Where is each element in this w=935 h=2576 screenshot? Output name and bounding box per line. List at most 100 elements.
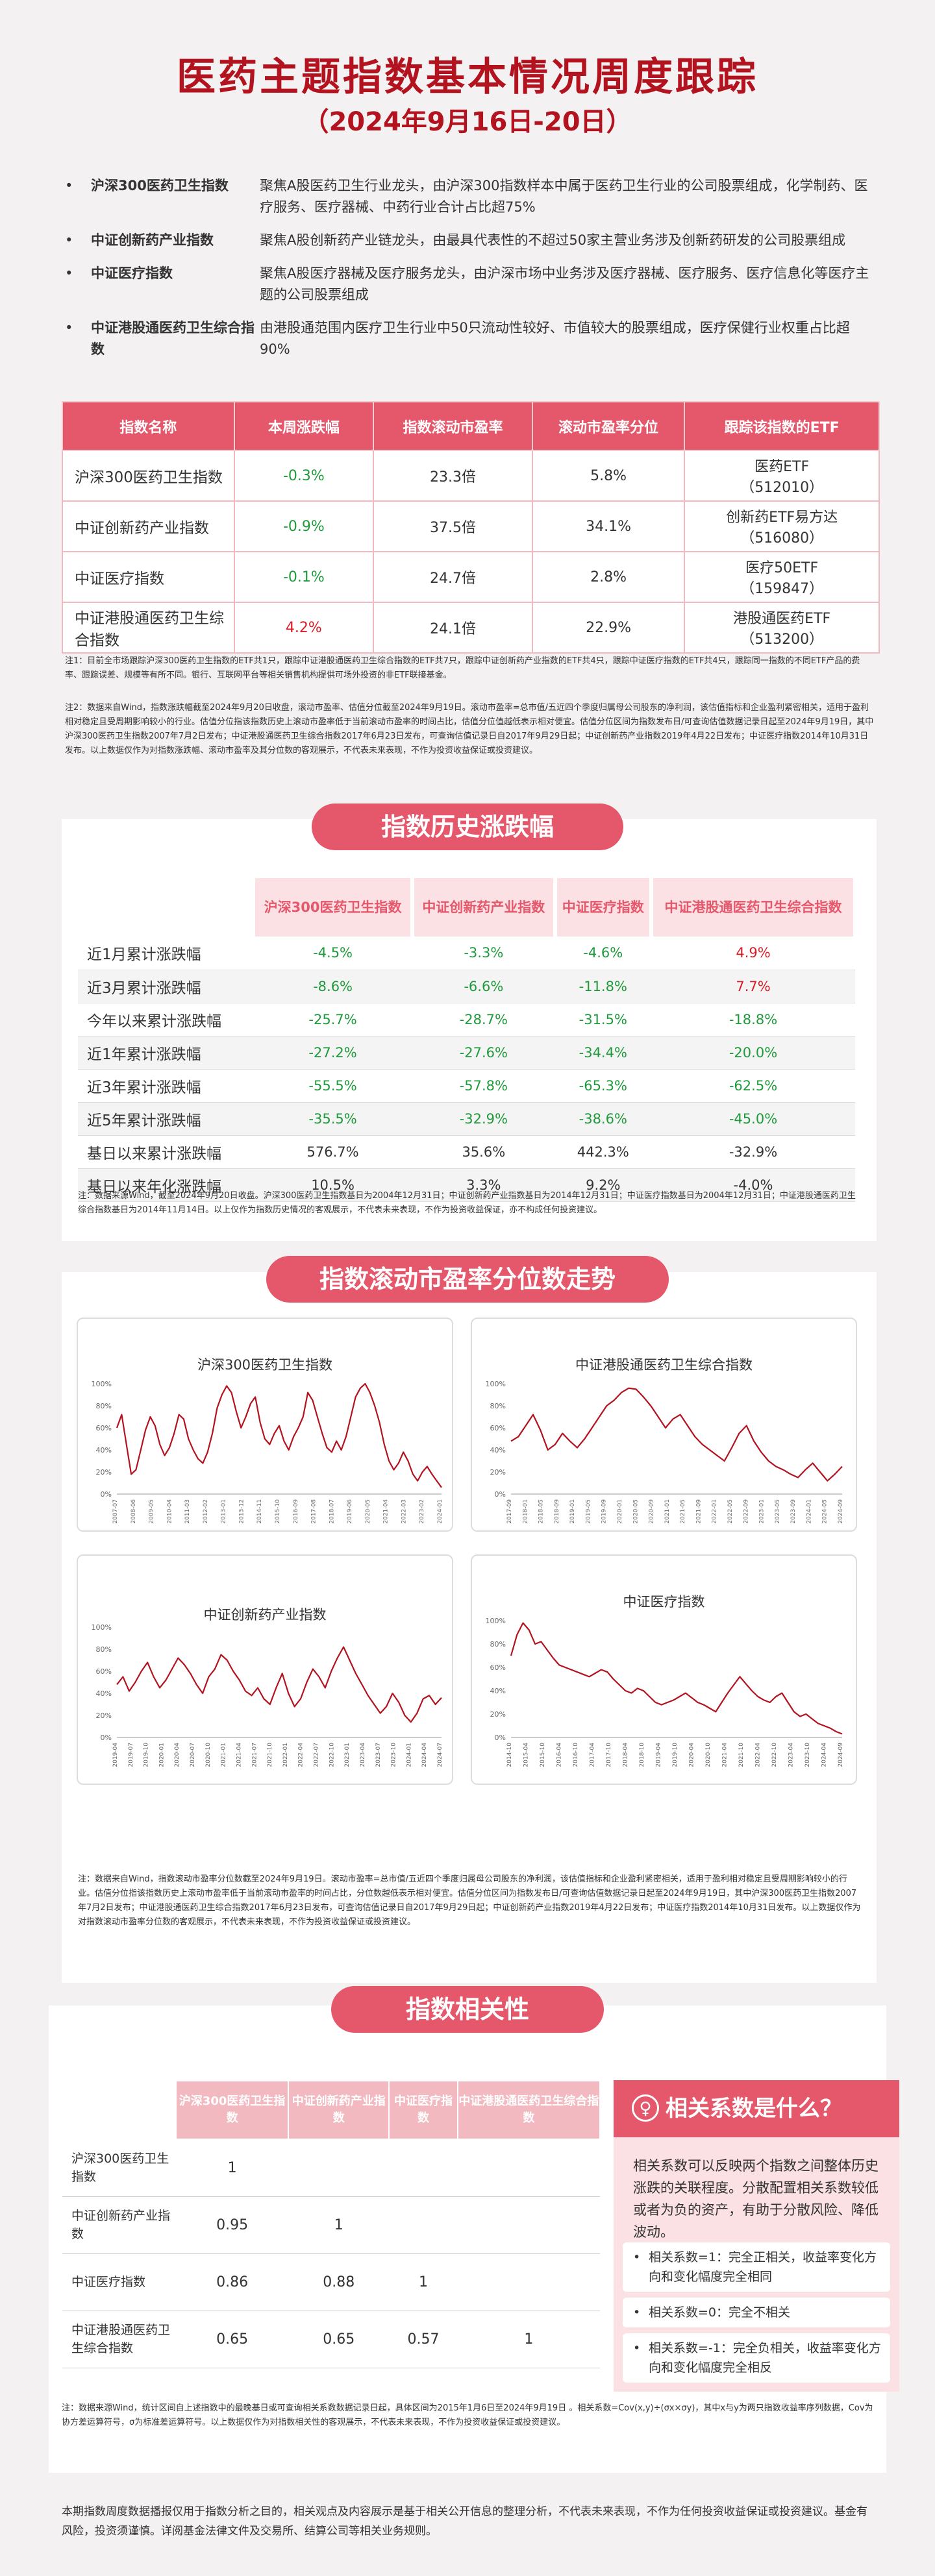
etf-code: （159847） — [740, 581, 824, 597]
correlation-note: 注：数据来源Wind，统计区间自上述指数中的最晚基日或可查询相关系数数据记录日起… — [62, 2403, 873, 2427]
weekly-change-cell: -0.3% — [233, 450, 375, 502]
chart-card: 中证港股通医药卫生综合指数 0% 20% 40% 60% 80% 100% 2017-09 2… — [471, 1318, 857, 1532]
value-cell: -62.5% — [651, 1069, 855, 1103]
x-tick-label: 2019-10 — [143, 1743, 150, 1767]
x-tick-label: 2018-04 — [623, 1743, 629, 1767]
pe-cell: 24.7倍 — [373, 551, 533, 603]
corr-cell — [389, 2139, 458, 2197]
value-cell: -11.8% — [555, 970, 652, 1003]
table-row: 近3月累计涨跌幅 -8.6% -6.6% -11.8% 7.7% — [78, 970, 855, 1003]
table-row: 近1月累计涨跌幅 -4.5% -3.3% -4.6% 4.9% — [78, 937, 855, 970]
table-row: 中证港股通医药卫生综合指数 0.65 0.65 0.57 1 — [62, 2311, 600, 2368]
row-label: 基日以来累计涨跌幅 — [78, 1135, 253, 1169]
table-row: 沪深300医药卫生指数 -0.3% 23.3倍 5.8% 医药ETF （51201… — [62, 450, 880, 502]
x-tick-label: 2021-01 — [221, 1743, 227, 1767]
etf-name: 医药ETF — [754, 459, 810, 475]
explainer-item: • 相关系数=-1：完全负相关，收益率变化方向和变化幅度完全相反 — [623, 2333, 890, 2383]
x-tick-label: 2022-04 — [755, 1743, 762, 1767]
explainer-title: 相关系数是什么？ — [614, 2080, 899, 2137]
series-line — [116, 1382, 442, 1488]
chart-title: 沪深300医药卫生指数 — [197, 1357, 333, 1373]
x-tick-label: 2024-01 — [406, 1743, 412, 1767]
value-cell: 10.5% — [253, 1168, 413, 1202]
line-chart: 0% 20% 40% 60% 80% 100% 2014-10 2015-04 2015-10 2… — [486, 1617, 844, 1767]
row-label: 近1年累计涨跌幅 — [78, 1036, 253, 1070]
etf-name: 港股通医药ETF — [733, 611, 831, 627]
table-row: 近3年累计涨跌幅 -55.5% -57.8% -65.3% -62.5% — [78, 1069, 855, 1103]
index-name-cell: 中证医疗指数 — [62, 551, 235, 603]
x-tick-label: 2022-03 — [401, 1499, 407, 1524]
value-cell: -65.3% — [555, 1069, 652, 1103]
x-tick-label: 2014-11 — [256, 1499, 263, 1524]
x-tick-label: 2021-04 — [236, 1743, 242, 1767]
corner-cell — [62, 2080, 177, 2140]
section-header-correlation: 指数相关性 — [331, 1986, 604, 2033]
y-tick-label: 60% — [490, 1424, 506, 1432]
table-row: 中证医疗指数 0.86 0.88 1 — [62, 2253, 600, 2311]
x-tick-label: 2024-04 — [821, 1743, 828, 1767]
weekly-change-cell: -0.1% — [233, 551, 375, 603]
x-tick-label: 2020-10 — [205, 1743, 212, 1767]
value-cell: -34.4% — [555, 1036, 652, 1070]
pe-note: 注：数据来自Wind，指数滚动市盈率分位数截至2024年9月19日。滚动市盈率=… — [78, 1874, 861, 1927]
x-tick-label: 2023-01 — [759, 1499, 766, 1524]
pe-cell: 24.1倍 — [373, 602, 533, 654]
x-tick-label: 2024-01 — [437, 1499, 443, 1524]
etf-name: 医疗50ETF — [745, 560, 819, 576]
weekly-summary-table: 指数名称 本周涨跌幅 指数滚动市盈率 滚动市盈率分位 跟踪该指数的ETF 沪深3… — [62, 401, 880, 654]
y-tick-label: 40% — [490, 1687, 506, 1695]
bullet: • — [65, 265, 73, 281]
bullet: • — [633, 2305, 641, 2320]
row-label: 近3月累计涨跌幅 — [78, 970, 253, 1003]
x-tick-label: 2019-06 — [347, 1499, 353, 1524]
x-tick-label: 2015-10 — [540, 1743, 546, 1767]
y-tick-label: 20% — [96, 1711, 112, 1720]
row-label: 近5年累计涨跌幅 — [78, 1102, 253, 1136]
y-tick-label: 40% — [96, 1689, 112, 1698]
x-tick-label: 2021-07 — [251, 1743, 258, 1767]
value-cell: -25.7% — [253, 1003, 413, 1037]
y-tick-label: 80% — [96, 1402, 112, 1410]
col-header: 中证医疗指数 — [555, 878, 654, 937]
x-tick-label: 2024-07 — [437, 1743, 443, 1767]
series-line — [116, 1646, 442, 1723]
y-tick-label: 40% — [490, 1446, 506, 1454]
bullet: • — [633, 2341, 641, 2355]
chart-card: 沪深300医药卫生指数 0% 20% 40% 60% 80% 100% 2007-07 200… — [77, 1318, 453, 1532]
explainer-item-text: 相关系数=0：完全不相关 — [649, 2305, 791, 2320]
x-tick-label: 2016-09 — [293, 1499, 299, 1524]
explainer-item: • 相关系数=0：完全不相关 — [623, 2298, 890, 2327]
table-row: 中证创新药产业指数 0.95 1 — [62, 2196, 600, 2254]
x-tick-label: 2021-01 — [664, 1499, 671, 1524]
pe-cell: 23.3倍 — [373, 450, 533, 502]
row-label: 近3年累计涨跌幅 — [78, 1069, 253, 1103]
row-label: 近1月累计涨跌幅 — [78, 937, 253, 970]
x-tick-label: 2013-12 — [238, 1499, 245, 1524]
x-tick-label: 2020-04 — [689, 1743, 695, 1767]
x-tick-label: 2017-10 — [606, 1743, 612, 1767]
corr-cell — [288, 2139, 390, 2197]
y-tick-label: 40% — [96, 1446, 112, 1454]
x-tick-label: 2024-05 — [822, 1499, 829, 1524]
x-tick-label: 2022-01 — [712, 1499, 718, 1524]
correlation-table: 沪深300医药卫生指数 中证创新药产业指数 中证医疗指数 中证港股通医药卫生综合… — [62, 2080, 601, 2368]
value-cell: -4.6% — [555, 937, 652, 970]
x-tick-label: 2018-09 — [554, 1499, 560, 1524]
value-cell: -31.5% — [555, 1003, 652, 1037]
value-cell: -20.0% — [651, 1036, 855, 1070]
bullet: • — [65, 232, 73, 248]
y-tick-label: 100% — [92, 1380, 112, 1388]
y-tick-label: 60% — [96, 1424, 112, 1432]
x-tick-label: 2007-07 — [112, 1499, 119, 1524]
x-tick-label: 2022-10 — [329, 1743, 335, 1767]
y-tick-label: 0% — [101, 1490, 112, 1499]
col-header: 沪深300医药卫生指数 — [253, 878, 415, 937]
col-header: 沪深300医药卫生指数 — [175, 2080, 290, 2140]
index-name: 中证医疗指数 — [91, 265, 173, 281]
col-header: 指数名称 — [62, 401, 235, 451]
value-cell: -32.9% — [412, 1102, 555, 1136]
etf-name: 创新药ETF易方达 — [726, 509, 838, 526]
weekly-change-cell: 4.2% — [233, 602, 375, 654]
y-tick-label: 20% — [96, 1468, 112, 1477]
